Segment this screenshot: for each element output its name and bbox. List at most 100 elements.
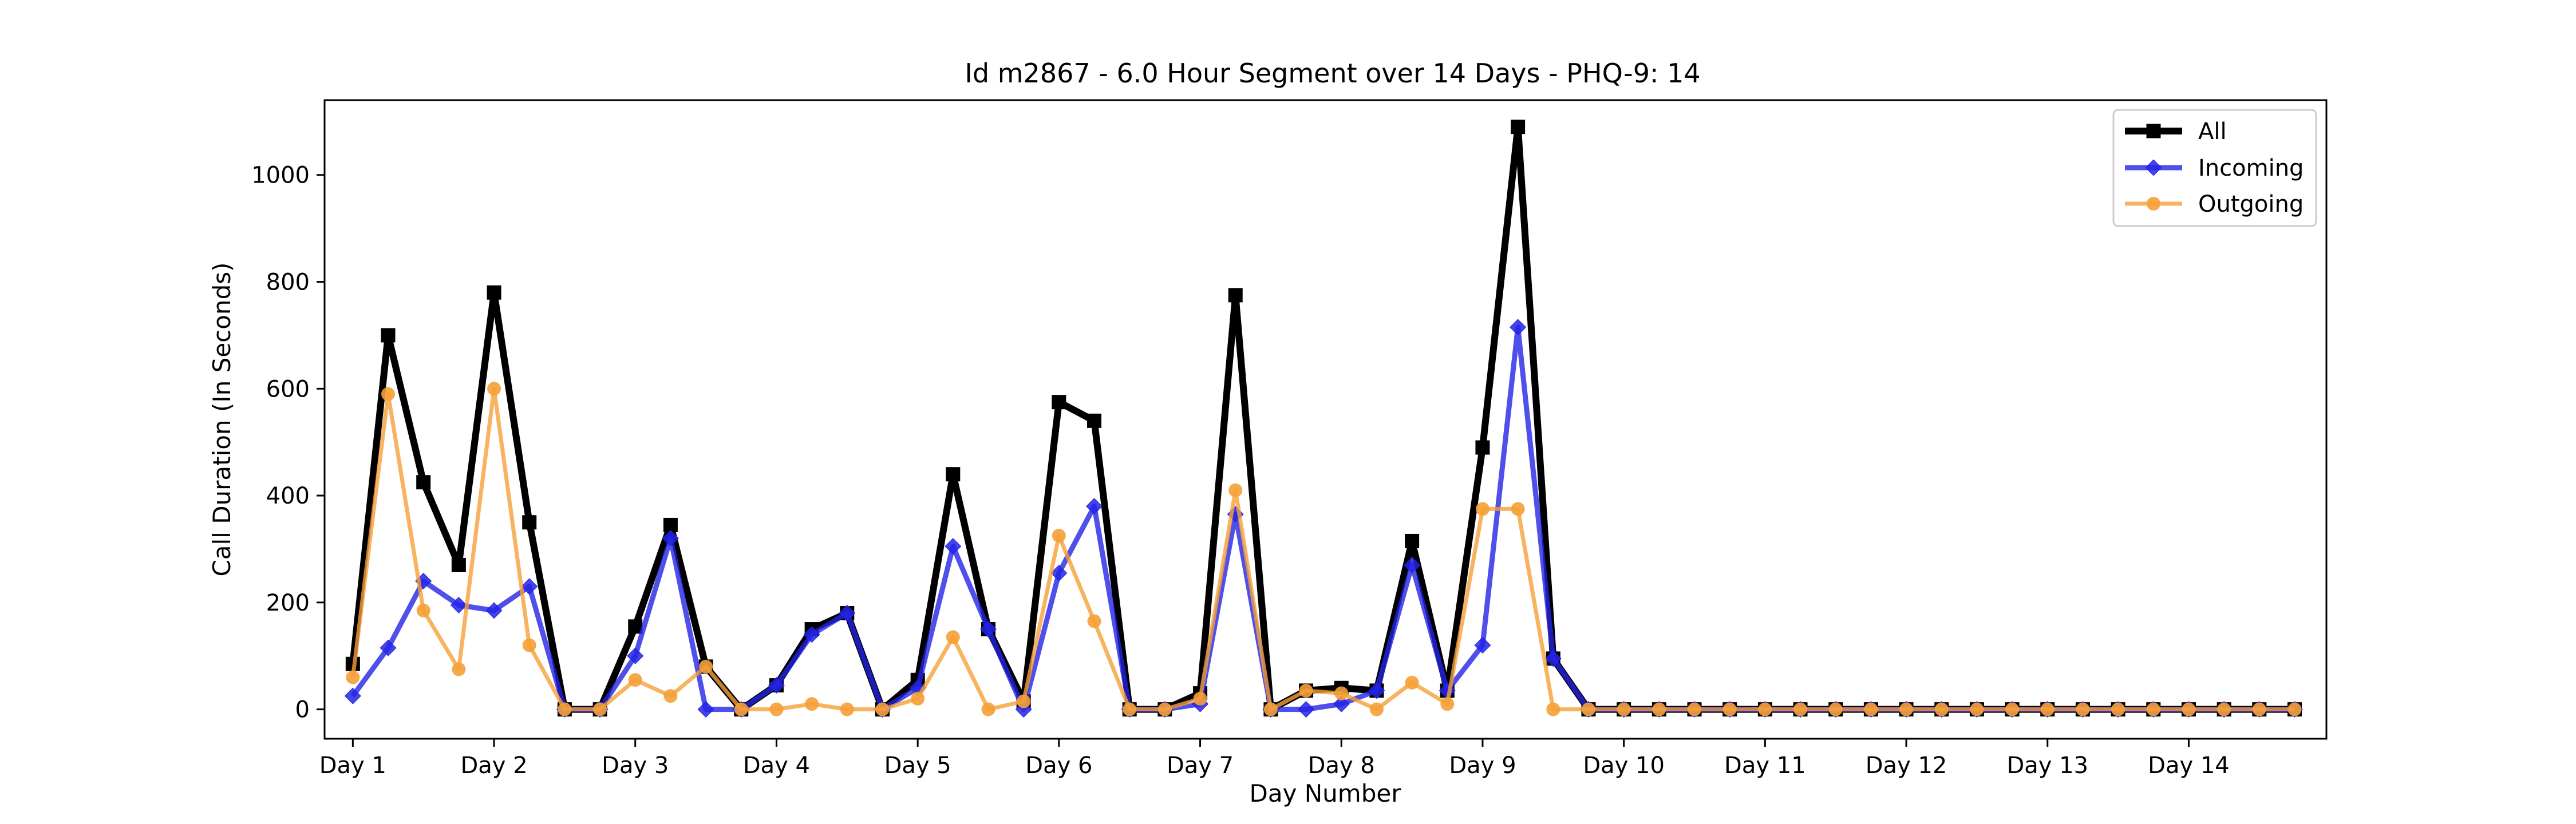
outgoing-line bbox=[350, 386, 2295, 712]
outgoing-point bbox=[1157, 702, 1172, 716]
outgoing-point bbox=[1793, 702, 1808, 716]
outgoing-point bbox=[1617, 702, 1631, 716]
x-tick-label: Day 2 bbox=[460, 752, 527, 779]
incoming-point bbox=[1474, 637, 1491, 654]
incoming-point bbox=[1368, 682, 1385, 699]
all-point bbox=[1052, 395, 1066, 410]
outgoing-point bbox=[840, 702, 854, 716]
legend: All Incoming Outgoing bbox=[2112, 109, 2317, 227]
outgoing-series bbox=[346, 382, 2302, 716]
x-tick-label: Day 9 bbox=[1449, 752, 1516, 779]
x-tick-label: Day 3 bbox=[602, 752, 669, 779]
outgoing-point bbox=[734, 702, 748, 716]
all-point bbox=[1511, 120, 1526, 134]
outgoing-point bbox=[381, 387, 396, 401]
all-point bbox=[1475, 440, 1490, 455]
plot-area bbox=[323, 99, 2328, 740]
outgoing-point bbox=[2217, 702, 2231, 716]
x-tick-label: Day 6 bbox=[1025, 752, 1092, 779]
incoming-point bbox=[450, 597, 467, 614]
incoming-point bbox=[1086, 498, 1103, 515]
incoming-series bbox=[344, 319, 2303, 718]
outgoing-point bbox=[1652, 702, 1666, 716]
outgoing-point bbox=[946, 630, 960, 644]
legend-label-incoming: Incoming bbox=[2198, 155, 2304, 181]
all-point bbox=[451, 557, 466, 572]
incoming-point bbox=[485, 602, 503, 619]
all-series bbox=[345, 120, 2302, 717]
legend-frame bbox=[2112, 109, 2317, 227]
outgoing-point bbox=[1758, 702, 1772, 716]
outgoing-point bbox=[1475, 502, 1490, 516]
outgoing-point bbox=[522, 638, 536, 652]
incoming-point bbox=[1298, 701, 1315, 718]
outgoing-point bbox=[416, 603, 430, 617]
incoming-point bbox=[803, 626, 820, 643]
x-axis: Day 1 Day 2 Day 3 Day 4 Day 5 Day 6 Day 7 Day 8… bbox=[319, 739, 2230, 779]
all-point bbox=[522, 515, 537, 530]
outgoing-point bbox=[1052, 529, 1066, 543]
x-axis-label: Day Number bbox=[1249, 779, 1401, 807]
y-axis: 0 200 400 600 800 1000 bbox=[251, 163, 325, 723]
outgoing-point bbox=[1017, 694, 1031, 708]
y-tick-label: 200 bbox=[266, 590, 310, 616]
outgoing-point bbox=[2146, 702, 2160, 716]
outgoing-point bbox=[663, 689, 678, 703]
x-tick-label: Day 11 bbox=[1724, 752, 1806, 779]
all-point bbox=[1228, 288, 1243, 303]
x-tick-label: Day 1 bbox=[319, 752, 386, 779]
outgoing-point bbox=[1123, 702, 1137, 716]
outgoing-point bbox=[2287, 702, 2302, 716]
outgoing-point bbox=[875, 702, 890, 716]
outgoing-point bbox=[1511, 502, 1525, 516]
outgoing-point bbox=[1193, 691, 1207, 706]
outgoing-point bbox=[2111, 702, 2125, 716]
incoming-point bbox=[521, 578, 538, 595]
outgoing-point bbox=[699, 659, 713, 674]
outgoing-point bbox=[1864, 702, 1878, 716]
incoming-point bbox=[768, 677, 785, 694]
outgoing-point bbox=[1440, 697, 1455, 711]
all-point bbox=[1087, 413, 1102, 428]
incoming-point bbox=[1333, 695, 1350, 712]
chart-title: Id m2867 - 6.0 Hour Segment over 14 Days… bbox=[965, 58, 1700, 89]
outgoing-point bbox=[769, 702, 784, 716]
incoming-point bbox=[945, 538, 962, 555]
legend-label-all: All bbox=[2198, 118, 2227, 145]
outgoing-point bbox=[1087, 614, 1101, 628]
all-point bbox=[381, 328, 396, 343]
incoming-point bbox=[1050, 564, 1068, 582]
incoming-point bbox=[627, 647, 644, 664]
outgoing-point bbox=[1899, 702, 1914, 716]
plot-frame bbox=[323, 99, 2328, 740]
incoming-point bbox=[697, 701, 714, 718]
outgoing-point bbox=[1263, 702, 1278, 716]
x-tick-label: Day 8 bbox=[1308, 752, 1375, 779]
y-tick-label: 0 bbox=[295, 697, 310, 723]
outgoing-point bbox=[1405, 675, 1419, 690]
y-tick-label: 1000 bbox=[251, 163, 310, 189]
x-tick-label: Day 4 bbox=[743, 752, 810, 779]
outgoing-point bbox=[1581, 702, 1595, 716]
outgoing-point bbox=[1688, 702, 1702, 716]
x-tick-label: Day 5 bbox=[884, 752, 951, 779]
outgoing-point bbox=[2252, 702, 2266, 716]
outgoing-point bbox=[981, 702, 995, 716]
series-layer bbox=[344, 120, 2303, 718]
outgoing-point bbox=[1369, 702, 1384, 716]
y-axis-label: Call Duration (In Seconds) bbox=[208, 262, 236, 576]
y-tick-label: 400 bbox=[266, 483, 310, 509]
legend-incoming-point bbox=[2145, 159, 2162, 176]
outgoing-point bbox=[1934, 702, 1949, 716]
incoming-point bbox=[1510, 319, 1527, 336]
outgoing-point bbox=[805, 697, 819, 711]
x-tick-label: Day 10 bbox=[1583, 752, 1665, 779]
x-tick-label: Day 12 bbox=[1866, 752, 1947, 779]
all-point bbox=[663, 517, 678, 532]
outgoing-point bbox=[2076, 702, 2090, 716]
incoming-point bbox=[839, 605, 856, 622]
outgoing-point bbox=[1334, 686, 1349, 700]
x-tick-label: Day 14 bbox=[2148, 752, 2230, 779]
incoming-point bbox=[1544, 650, 1562, 667]
outgoing-point bbox=[1299, 683, 1313, 698]
